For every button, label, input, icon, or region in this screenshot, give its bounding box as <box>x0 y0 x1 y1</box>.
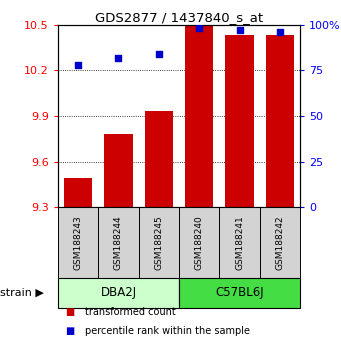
Point <box>237 27 242 33</box>
Bar <box>266 35 294 207</box>
Title: GDS2877 / 1437840_s_at: GDS2877 / 1437840_s_at <box>95 11 263 24</box>
Bar <box>58 207 98 278</box>
Text: ■: ■ <box>65 326 74 336</box>
Bar <box>58 278 179 308</box>
Bar <box>64 178 92 207</box>
Bar <box>145 112 173 207</box>
Point <box>156 51 162 57</box>
Bar <box>98 207 139 278</box>
Text: C57BL6J: C57BL6J <box>215 286 264 299</box>
Text: GSM188244: GSM188244 <box>114 215 123 270</box>
Bar <box>104 134 133 207</box>
Text: percentile rank within the sample: percentile rank within the sample <box>85 326 250 336</box>
Text: DBA2J: DBA2J <box>101 286 136 299</box>
Bar <box>179 278 300 308</box>
Point <box>277 29 283 35</box>
Bar <box>219 207 260 278</box>
Point <box>196 25 202 31</box>
Text: GSM188245: GSM188245 <box>154 215 163 270</box>
Text: GSM188240: GSM188240 <box>195 215 204 270</box>
Text: GSM188241: GSM188241 <box>235 215 244 270</box>
Bar <box>185 25 213 207</box>
Bar <box>260 207 300 278</box>
Text: GSM188243: GSM188243 <box>74 215 83 270</box>
Bar <box>139 207 179 278</box>
Text: strain ▶: strain ▶ <box>0 288 44 298</box>
Text: transformed count: transformed count <box>85 307 176 316</box>
Point <box>75 62 81 68</box>
Text: GSM188242: GSM188242 <box>276 215 284 270</box>
Text: ■: ■ <box>65 307 74 316</box>
Point <box>116 55 121 61</box>
Bar <box>225 35 254 207</box>
Bar <box>179 207 219 278</box>
